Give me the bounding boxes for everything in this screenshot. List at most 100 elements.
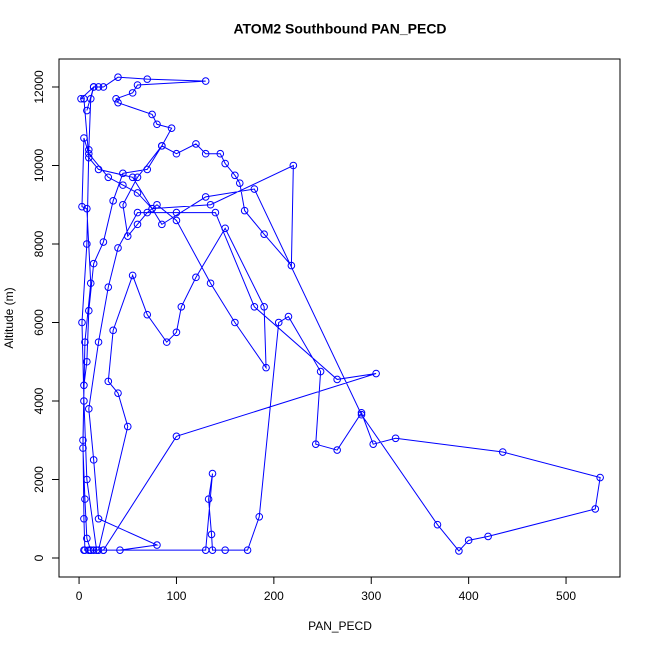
data-point <box>104 283 113 291</box>
data-point <box>287 261 296 270</box>
data-point <box>89 259 98 268</box>
data-point <box>104 173 113 182</box>
data-point <box>94 514 103 523</box>
data-point <box>119 181 127 189</box>
data-point <box>207 530 216 539</box>
data-point <box>143 165 152 174</box>
y-axis-label: Altitude (m) <box>2 287 16 348</box>
data-point <box>148 110 156 119</box>
data-point <box>250 302 259 311</box>
data-point <box>78 202 86 211</box>
data-point <box>85 149 93 158</box>
data-point <box>316 367 325 376</box>
chart-title: ATOM2 Southbound PAN_PECD <box>233 21 446 37</box>
x-tick-label: 400 <box>459 589 479 603</box>
y-tick-label: 8000 <box>32 230 46 257</box>
data-point <box>433 520 442 529</box>
data-point <box>128 173 137 182</box>
data-point <box>83 357 91 366</box>
data-point <box>221 159 229 168</box>
data-point <box>153 120 161 129</box>
data-point <box>204 495 213 503</box>
data-point <box>357 410 366 419</box>
data-point <box>455 547 463 555</box>
data-point <box>80 397 88 405</box>
data-point <box>357 408 366 417</box>
data-point <box>119 200 127 209</box>
data-point <box>133 208 142 217</box>
data-point <box>158 142 166 150</box>
data-point <box>260 302 268 311</box>
data-point <box>255 512 264 521</box>
data-point <box>89 83 98 91</box>
data-point <box>206 200 215 209</box>
data-point <box>208 546 217 554</box>
x-tick-label: 300 <box>361 589 381 603</box>
data-point <box>596 473 604 482</box>
data-point <box>143 75 152 83</box>
data-point <box>133 81 142 89</box>
data-point <box>114 389 122 397</box>
data-point <box>201 77 210 85</box>
data-point <box>83 106 91 115</box>
plot-frame <box>58 58 621 578</box>
data-point <box>99 546 108 554</box>
data-point <box>109 326 117 335</box>
data-point <box>192 273 200 282</box>
data-point <box>83 240 91 248</box>
data-point <box>77 94 85 103</box>
x-tick-label: 200 <box>264 589 284 603</box>
data-point <box>201 193 210 201</box>
data-point <box>81 495 89 503</box>
data-point <box>83 475 91 484</box>
data-point <box>85 546 93 554</box>
data-point <box>231 171 239 180</box>
x-tick-label: 0 <box>76 589 83 603</box>
data-point <box>262 363 270 372</box>
data-point <box>333 375 341 384</box>
data-point <box>112 94 120 103</box>
data-point <box>99 238 108 246</box>
data-line <box>79 76 601 552</box>
data-point <box>498 448 507 456</box>
data-point <box>128 271 137 280</box>
data-point <box>284 312 293 321</box>
y-tick-label: 2000 <box>32 466 46 493</box>
data-point <box>235 179 244 187</box>
data-point <box>221 546 229 554</box>
data-point <box>464 536 473 545</box>
data-point <box>153 200 161 209</box>
data-point <box>89 546 98 554</box>
data-point <box>114 98 122 107</box>
data-point <box>369 440 377 448</box>
data-point <box>85 145 93 154</box>
data-point <box>484 532 492 541</box>
data-point <box>128 89 137 97</box>
data-point <box>143 208 152 217</box>
data-point <box>372 369 380 378</box>
data-point <box>289 161 298 170</box>
data-point <box>94 165 103 174</box>
data-point <box>85 405 93 413</box>
data-point <box>172 328 181 337</box>
data-point <box>85 306 93 315</box>
data-point <box>221 224 229 233</box>
data-point <box>80 514 88 523</box>
data-point <box>172 216 181 225</box>
data-point <box>231 318 239 327</box>
data-point <box>133 220 142 229</box>
data-point <box>79 436 87 445</box>
data-point <box>114 73 122 81</box>
y-tick-label: 12000 <box>32 70 46 104</box>
data-point <box>78 318 86 327</box>
data-point <box>177 302 186 311</box>
data-point <box>206 279 215 288</box>
data-point <box>81 546 89 554</box>
data-point <box>391 434 400 443</box>
data-point <box>133 189 142 197</box>
data-point <box>162 338 171 346</box>
data-point <box>167 124 176 133</box>
data-point <box>148 204 156 213</box>
